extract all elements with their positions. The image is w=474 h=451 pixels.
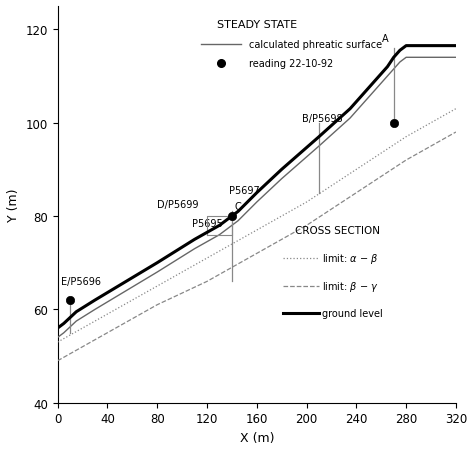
Text: limit: $\beta$ $-$ $\gamma$: limit: $\beta$ $-$ $\gamma$ bbox=[322, 279, 379, 293]
Text: ground level: ground level bbox=[322, 309, 383, 319]
Text: reading 22-10-92: reading 22-10-92 bbox=[249, 60, 333, 69]
Text: calculated phreatic surface: calculated phreatic surface bbox=[249, 40, 382, 50]
Text: E/P5696: E/P5696 bbox=[61, 276, 101, 286]
Text: P5695: P5695 bbox=[192, 218, 223, 228]
Text: A: A bbox=[382, 34, 388, 44]
Text: P5697: P5697 bbox=[229, 186, 260, 196]
Text: CROSS SECTION: CROSS SECTION bbox=[295, 226, 380, 235]
Text: B/P5698: B/P5698 bbox=[301, 113, 342, 124]
Text: limit: $\alpha$ $-$ $\beta$: limit: $\alpha$ $-$ $\beta$ bbox=[322, 251, 379, 265]
Text: C: C bbox=[234, 202, 241, 212]
Text: D/P5699: D/P5699 bbox=[157, 200, 199, 210]
Text: STEADY STATE: STEADY STATE bbox=[217, 20, 297, 30]
X-axis label: X (m): X (m) bbox=[239, 431, 274, 444]
Y-axis label: Y (m): Y (m) bbox=[7, 188, 20, 221]
